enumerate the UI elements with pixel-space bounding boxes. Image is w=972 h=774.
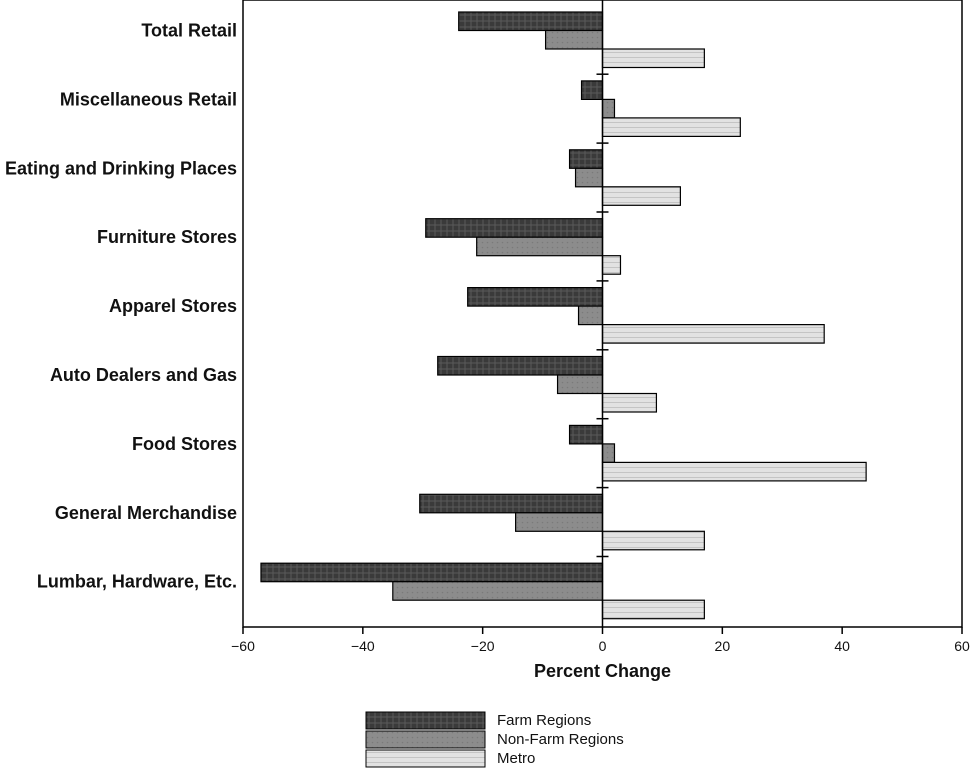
category-labels: Total Retail Miscellaneous Retail Eating a… [5, 21, 237, 592]
bar-non-farm-regions-eating-and-drinking-places [574, 167, 604, 188]
category-label-eating-and-drinking-places: Eating and Drinking Places [5, 158, 237, 178]
bar-farm-regions-total-retail [458, 11, 604, 32]
bar-metro-miscellaneous-retail [601, 117, 741, 138]
bar-non-farm-regions-total-retail [544, 29, 604, 50]
x-axis: −60 −40 −20 0 20 40 60 [231, 627, 970, 654]
legend: Farm Regions Non-Farm Regions Metro [365, 711, 624, 768]
bar-non-farm-regions-lumbar-hardware-etc [392, 581, 604, 601]
category-label-miscellaneous-retail: Miscellaneous Retail [60, 89, 237, 109]
bar-metro-general-merchandise [601, 530, 705, 551]
x-axis-title: Percent Change [534, 661, 671, 681]
bar-metro-furniture-stores [601, 255, 622, 275]
bar-metro-lumbar-hardware-etc [601, 599, 705, 620]
category-label-auto-dealers-and-gas: Auto Dealers and Gas [50, 365, 237, 385]
category-label-apparel-stores: Apparel Stores [109, 296, 237, 316]
bar-farm-regions-apparel-stores [467, 287, 604, 307]
bar-farm-regions-lumbar-hardware-etc [260, 562, 604, 583]
legend-swatch-farm-regions [365, 711, 486, 730]
x-tick-label: −60 [231, 638, 255, 654]
bar-non-farm-regions-apparel-stores [577, 305, 604, 326]
bar-farm-regions-food-stores [568, 424, 604, 445]
bar-metro-food-stores [601, 461, 867, 482]
bar-farm-regions-miscellaneous-retail [580, 80, 604, 101]
legend-swatch-non-farm-regions [365, 730, 486, 749]
category-label-lumbar-hardware-etc: Lumbar, Hardware, Etc. [37, 572, 237, 592]
bar-non-farm-regions-furniture-stores [476, 236, 604, 257]
legend-label-farm-regions: Farm Regions [497, 712, 591, 729]
x-tick-label: −40 [351, 638, 375, 654]
bar-non-farm-regions-food-stores [601, 443, 616, 463]
bar-metro-apparel-stores [601, 324, 825, 344]
x-tick-label: 40 [834, 638, 850, 654]
bar-farm-regions-auto-dealers-and-gas [437, 355, 604, 376]
bar-farm-regions-eating-and-drinking-places [568, 149, 604, 169]
bar-metro-total-retail [601, 48, 705, 69]
legend-label-non-farm-regions: Non-Farm Regions [497, 731, 624, 748]
bars [260, 11, 867, 620]
bar-metro-auto-dealers-and-gas [601, 392, 658, 413]
legend-label-metro: Metro [497, 750, 535, 767]
x-tick-label: 0 [599, 638, 607, 654]
bar-farm-regions-general-merchandise [419, 493, 604, 514]
bar-farm-regions-furniture-stores [425, 218, 604, 238]
category-label-general-merchandise: General Merchandise [55, 503, 237, 523]
category-label-furniture-stores: Furniture Stores [97, 227, 237, 247]
category-label-food-stores: Food Stores [132, 434, 237, 454]
x-tick-label: 20 [715, 638, 731, 654]
bar-metro-eating-and-drinking-places [601, 186, 681, 206]
bar-non-farm-regions-miscellaneous-retail [601, 98, 616, 119]
x-tick-label: −20 [471, 638, 495, 654]
legend-swatch-metro [365, 749, 486, 768]
bar-non-farm-regions-auto-dealers-and-gas [556, 374, 604, 395]
x-tick-label: 60 [954, 638, 970, 654]
category-label-total-retail: Total Retail [141, 21, 237, 41]
bar-non-farm-regions-general-merchandise [515, 512, 604, 532]
category-separators [596, 73, 609, 558]
